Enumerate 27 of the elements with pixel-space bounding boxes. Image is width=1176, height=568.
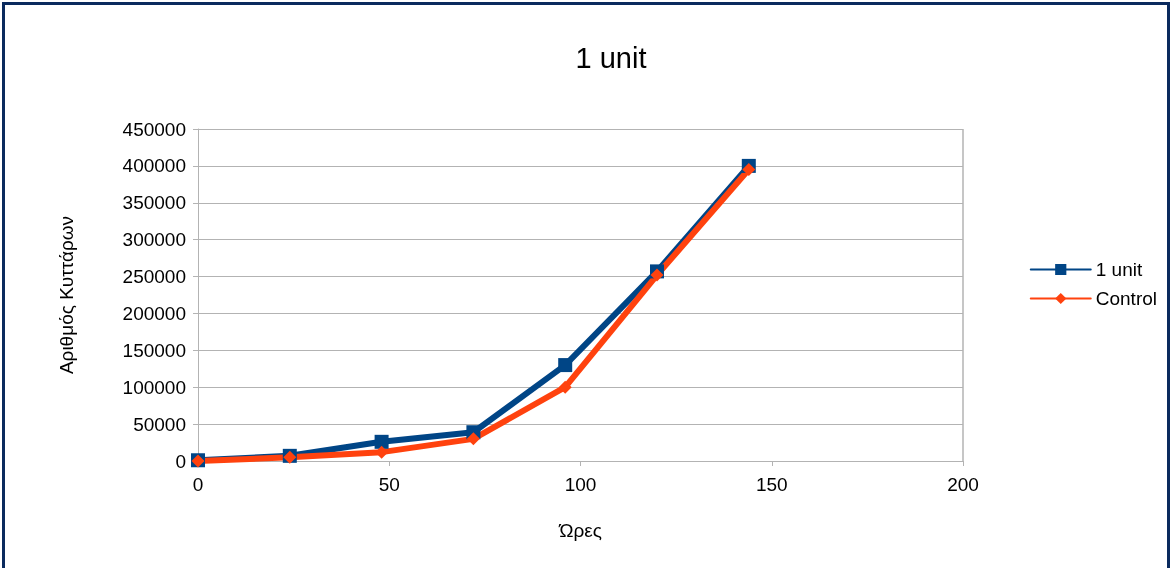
point [375,445,389,459]
chart-title: 1 unit [575,41,647,74]
x-tick-label: 100 [564,474,597,495]
point [466,432,480,446]
x-tick-label: 200 [947,474,979,495]
x-axis-title: Ώρες [558,520,602,541]
y-tick-label: 450000 [122,118,186,140]
y-tick-label: 350000 [122,192,186,214]
y-tick-label: 300000 [122,229,186,251]
legend-label: 1 unit [1095,259,1143,280]
y-tick-label: 250000 [122,266,186,288]
y-axis-title: Αριθμός Κυττάρων [56,215,77,375]
point [742,163,756,177]
y-tick-label: 400000 [122,155,186,177]
x-tick-label: 150 [755,474,788,495]
y-tick-label: 150000 [122,339,186,361]
point [374,434,389,449]
point [558,380,572,394]
legend-label: Control [1095,288,1157,309]
y-tick-label: 200000 [122,302,186,324]
x-tick-label: 0 [192,474,204,495]
y-tick-label: 100000 [122,376,186,398]
y-tick-label: 0 [175,450,186,472]
point [558,358,573,373]
point [650,268,664,282]
x-tick-label: 50 [378,474,400,495]
y-tick-label: 50000 [133,413,186,435]
